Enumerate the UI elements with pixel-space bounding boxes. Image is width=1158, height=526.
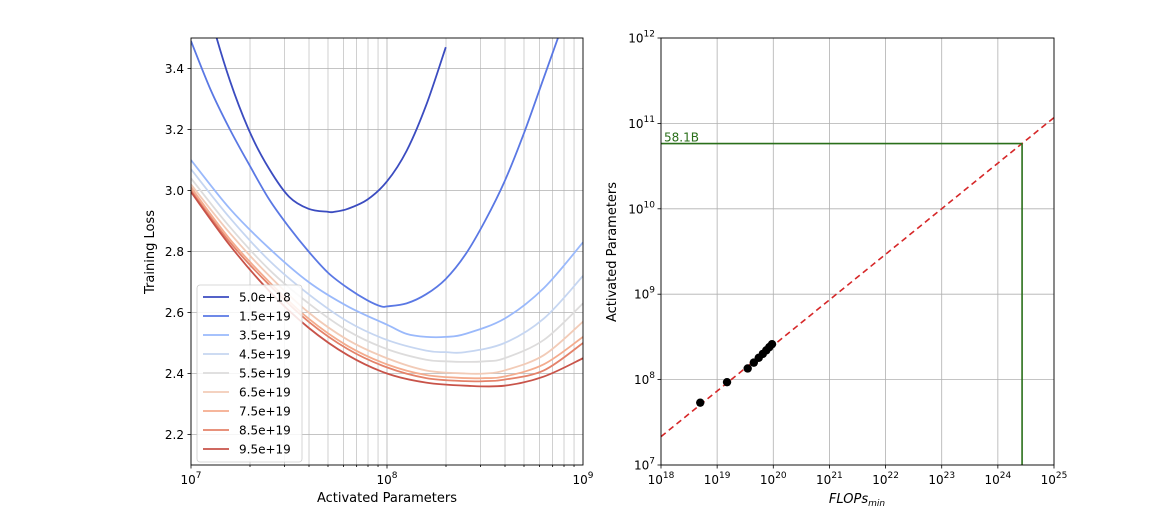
left-grid (190, 38, 583, 465)
scatter-point (767, 339, 777, 349)
left-legend-box (196, 284, 303, 463)
left-y-tick-label: 3.2 (165, 123, 184, 137)
params-vs-flops-chart: 58.1B 1018 1019 1020 1021 1022 1023 1024 102510… (605, 30, 1067, 510)
left-y-tick-label: 2.6 (165, 306, 184, 320)
left-legend-label: 9.5e+19 (239, 443, 291, 457)
left-y-tick-label: 2.8 (165, 245, 184, 259)
right-y-tick-label: 1012 (628, 30, 655, 46)
right-plot-frame (660, 37, 1055, 466)
left-series-line (215, 38, 447, 214)
right-marks: 58.1B (660, 116, 1055, 465)
left-series-line (191, 177, 583, 363)
left-series-line (191, 159, 583, 339)
left-series-line (191, 186, 583, 380)
left-legend-label: 3.5e+19 (239, 329, 291, 343)
left-legend-label: 5.0e+18 (239, 291, 291, 305)
loss-vs-params-chart: 2.2 2.4 2.6 2.8 3.0 3.2 3.4 107 108 109 Activated… (143, 37, 594, 506)
scatter-point (696, 398, 705, 407)
left-legend-label: 7.5e+19 (239, 405, 291, 419)
scatter-point (722, 377, 732, 387)
right-x-tick-label: 1019 (704, 471, 731, 487)
left-x-tick-label: 109 (572, 471, 593, 487)
left-series-line (191, 168, 583, 354)
right-x-tick-label: 1024 (984, 471, 1011, 487)
left-y-axis-label: Training Loss (143, 210, 158, 295)
right-y-tick-label: 1011 (628, 115, 655, 131)
left-series-lines (191, 38, 583, 388)
left-series-line (191, 191, 583, 388)
left-legend-label: 4.5e+19 (239, 348, 291, 362)
left-legend-label: 5.5e+19 (239, 367, 291, 381)
right-y-tick-label: 109 (634, 286, 655, 302)
right-x-axis-label: FLOPsmin (829, 492, 885, 509)
left-series-line (191, 189, 583, 383)
right-x-tick-label: 1023 (928, 471, 955, 487)
right-x-tick-label: 1022 (872, 471, 899, 487)
left-series-line (191, 38, 559, 308)
left-y-tick-label: 3.0 (165, 184, 184, 198)
right-x-axis-label-main: FLOPs (829, 492, 868, 507)
right-y-tick-label: 108 (634, 371, 655, 387)
right-y-tick-label: 107 (634, 457, 655, 473)
left-y-tick-label: 2.2 (165, 428, 184, 442)
right-x-tick-label: 1018 (648, 471, 675, 487)
left-axis-ticks: 2.2 2.4 2.6 2.8 3.0 3.2 3.4 107 108 109 (165, 62, 594, 487)
right-x-tick-label: 1025 (1041, 471, 1068, 487)
scatter-point (743, 364, 752, 373)
right-y-tick-label: 1010 (628, 200, 655, 216)
right-x-axis-label-sub: min (868, 499, 885, 509)
left-x-axis-label: Activated Parameters (317, 491, 457, 506)
left-y-tick-label: 3.4 (165, 62, 184, 76)
left-x-tick-label: 107 (180, 471, 201, 487)
right-x-tick-label: 1020 (760, 471, 787, 487)
left-legend-label: 6.5e+19 (239, 386, 291, 400)
projection-label: 58.1B (664, 131, 699, 145)
left-legend-label: 8.5e+19 (239, 424, 291, 438)
left-legend: 5.0e+18 1.5e+19 3.5e+19 4.5e+19 5.5e+19 6.5e+… (196, 284, 303, 463)
left-series-line (191, 183, 583, 375)
left-x-tick-label: 108 (376, 471, 397, 487)
left-y-tick-label: 2.4 (165, 367, 184, 381)
right-axis-ticks: 1018 1019 1020 1021 1022 1023 1024 1025 107 108 10… (628, 30, 1067, 488)
right-x-tick-label: 1021 (816, 471, 843, 487)
left-legend-label: 1.5e+19 (239, 310, 291, 324)
right-y-axis-label: Activated Parameters (605, 182, 620, 322)
